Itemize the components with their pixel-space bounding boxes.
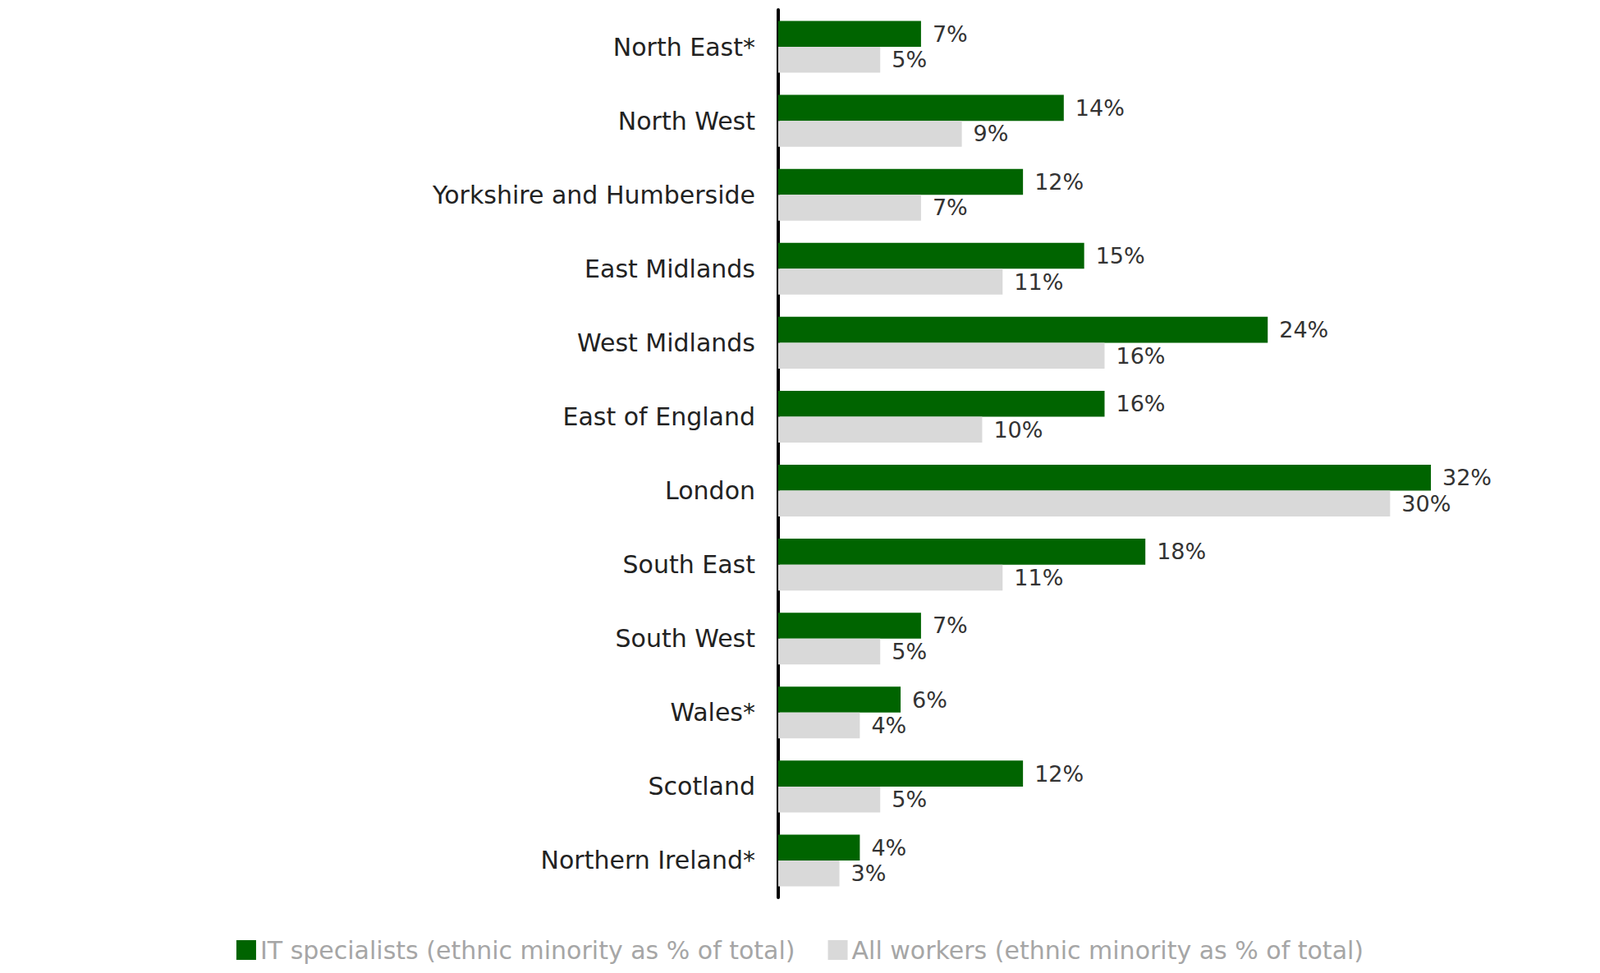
svg-text:12%: 12% xyxy=(1034,169,1084,195)
svg-text:4%: 4% xyxy=(871,834,907,861)
svg-text:Yorkshire and Humberside: Yorkshire and Humberside xyxy=(431,180,756,210)
svg-text:Wales*: Wales* xyxy=(669,697,756,727)
svg-text:16%: 16% xyxy=(1116,343,1166,369)
svg-text:7%: 7% xyxy=(932,21,968,47)
svg-text:7%: 7% xyxy=(932,194,968,221)
svg-text:4%: 4% xyxy=(871,712,907,739)
svg-text:16%: 16% xyxy=(1116,390,1166,417)
svg-text:32%: 32% xyxy=(1442,464,1492,491)
svg-text:6%: 6% xyxy=(912,687,948,713)
svg-text:3%: 3% xyxy=(851,860,887,886)
svg-text:East Midlands: East Midlands xyxy=(584,254,756,284)
svg-text:North East*: North East* xyxy=(613,32,756,62)
svg-text:South East: South East xyxy=(623,550,757,579)
svg-text:IT specialists (ethnic minorit: IT specialists (ethnic minority as % of … xyxy=(260,935,796,965)
svg-text:Scotland: Scotland xyxy=(648,771,756,801)
svg-text:14%: 14% xyxy=(1075,95,1125,121)
svg-text:7%: 7% xyxy=(932,612,968,638)
svg-text:30%: 30% xyxy=(1401,490,1451,517)
svg-text:12%: 12% xyxy=(1034,761,1084,787)
svg-text:11%: 11% xyxy=(1013,564,1064,591)
svg-text:West Midlands: West Midlands xyxy=(577,328,756,358)
svg-text:East of England: East of England xyxy=(562,402,756,431)
svg-text:18%: 18% xyxy=(1156,538,1206,564)
svg-text:North West: North West xyxy=(618,106,756,136)
svg-text:15%: 15% xyxy=(1095,242,1146,269)
svg-text:All workers (ethnic minority a: All workers (ethnic minority as % of tot… xyxy=(852,935,1365,965)
svg-text:London: London xyxy=(664,476,756,505)
svg-text:24%: 24% xyxy=(1279,316,1329,343)
svg-text:11%: 11% xyxy=(1013,269,1064,295)
svg-text:5%: 5% xyxy=(891,46,927,73)
svg-text:5%: 5% xyxy=(891,638,927,665)
svg-text:South West: South West xyxy=(615,623,757,653)
svg-text:Northern Ireland*: Northern Ireland* xyxy=(540,845,756,875)
svg-text:9%: 9% xyxy=(973,120,1009,147)
svg-text:5%: 5% xyxy=(891,786,927,812)
svg-text:10%: 10% xyxy=(993,417,1043,443)
